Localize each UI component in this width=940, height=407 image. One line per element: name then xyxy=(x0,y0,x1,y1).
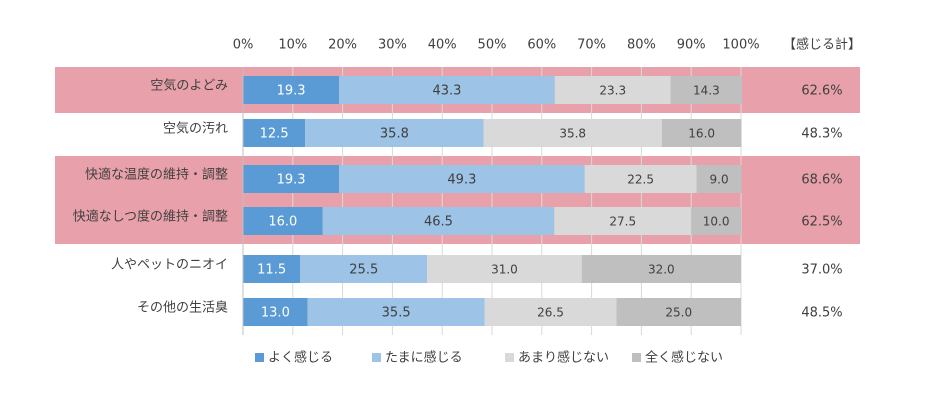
value-label: 35.8 xyxy=(559,127,586,141)
total-label: 62.6% xyxy=(801,84,842,99)
value-label: 19.3 xyxy=(277,84,306,99)
legend-label: よく感じる xyxy=(268,350,333,366)
bar-segment xyxy=(427,255,582,283)
legend-swatch xyxy=(632,353,641,362)
category-label: 快適な温度の維持・調整 xyxy=(85,167,228,183)
value-label: 13.0 xyxy=(261,306,290,321)
value-label: 22.5 xyxy=(627,173,654,187)
bar-segment xyxy=(243,298,308,326)
x-tick-label: 30% xyxy=(378,38,407,53)
category-label: 快適なしつ度の維持・調整 xyxy=(73,209,228,225)
legend-label: あまり感じない xyxy=(518,350,609,366)
bar-segment xyxy=(305,119,484,147)
value-label: 9.0 xyxy=(710,173,729,187)
bar-segment xyxy=(243,207,323,235)
legend-swatch xyxy=(372,353,381,362)
bar-segment xyxy=(300,255,428,283)
x-tick-label: 50% xyxy=(478,38,507,53)
bar-segment xyxy=(322,207,555,235)
value-label: 16.0 xyxy=(688,127,715,141)
bar-segment xyxy=(661,119,742,147)
bar-segment xyxy=(584,165,697,193)
bar-segment xyxy=(484,298,617,326)
legend-swatch xyxy=(255,353,264,362)
bar-segment xyxy=(691,207,741,235)
x-tick-label: 90% xyxy=(677,38,706,53)
bar-segment xyxy=(243,165,340,193)
value-label: 10.0 xyxy=(703,215,730,229)
value-label: 25.0 xyxy=(665,306,692,320)
value-label: 35.8 xyxy=(380,127,409,142)
x-tick-label: 100% xyxy=(722,38,759,53)
legend-swatch xyxy=(505,353,514,362)
value-label: 12.5 xyxy=(260,127,289,142)
value-label: 49.3 xyxy=(447,173,476,188)
x-tick-label: 80% xyxy=(627,38,656,53)
bar-segment xyxy=(339,76,555,104)
bar-segment xyxy=(243,255,301,283)
bar-segment xyxy=(696,165,742,193)
bar-segment xyxy=(339,165,585,193)
value-label: 35.5 xyxy=(382,306,411,321)
total-label: 37.0% xyxy=(801,263,842,278)
total-label: 62.5% xyxy=(801,215,842,230)
bar-segment xyxy=(307,298,485,326)
bar-segment xyxy=(243,76,340,104)
bar-segment xyxy=(670,76,742,104)
bar-segment xyxy=(554,207,692,235)
total-label: 68.6% xyxy=(801,173,842,188)
total-label: 48.3% xyxy=(801,127,842,142)
value-label: 31.0 xyxy=(491,263,518,277)
bar-segment xyxy=(581,255,741,283)
value-label: 23.3 xyxy=(599,84,626,98)
x-tick-label: 70% xyxy=(577,38,606,53)
value-label: 27.5 xyxy=(609,215,636,229)
value-label: 32.0 xyxy=(648,263,675,277)
bar-segment xyxy=(483,119,662,147)
value-label: 25.5 xyxy=(349,263,378,278)
value-label: 26.5 xyxy=(537,306,564,320)
totals-header: 【感じる計】 xyxy=(783,37,861,53)
x-tick-label: 0% xyxy=(233,38,254,53)
value-label: 11.5 xyxy=(257,263,286,278)
bar-segment xyxy=(243,119,306,147)
total-label: 48.5% xyxy=(801,306,842,321)
legend-label: たまに感じる xyxy=(385,350,463,366)
value-label: 16.0 xyxy=(268,215,297,230)
bar-segment xyxy=(616,298,741,326)
value-label: 43.3 xyxy=(432,84,461,99)
value-label: 19.3 xyxy=(277,173,306,188)
x-tick-label: 40% xyxy=(428,38,457,53)
category-label: その他の生活臭 xyxy=(137,301,228,316)
category-label: 空気のよどみ xyxy=(150,78,228,94)
x-tick-label: 10% xyxy=(278,38,307,53)
value-label: 46.5 xyxy=(424,215,453,230)
x-tick-label: 60% xyxy=(527,38,556,53)
category-label: 空気の汚れ xyxy=(163,121,228,137)
x-tick-label: 20% xyxy=(328,38,357,53)
category-label: 人やペットのニオイ xyxy=(111,258,228,273)
legend-label: 全く感じない xyxy=(645,350,723,366)
value-label: 14.3 xyxy=(693,84,720,98)
bar-segment xyxy=(554,76,671,104)
